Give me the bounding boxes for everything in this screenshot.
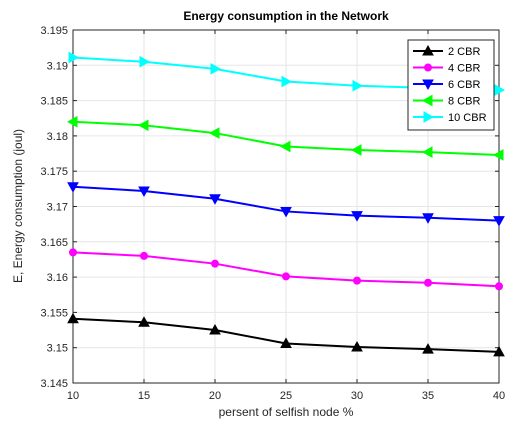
legend-item-10-cbr: 10 CBR — [413, 111, 487, 124]
data-point-8-cbr — [137, 119, 149, 132]
x-tick-label: 40 — [493, 390, 505, 402]
data-point-10-cbr — [494, 84, 506, 96]
x-tick-label: 35 — [422, 390, 434, 402]
legend-label-4-cbr: 4 CBR — [448, 63, 480, 75]
legend-marker-6-cbr — [422, 79, 434, 91]
y-tick-label: 3.17 — [47, 202, 68, 214]
x-tick-label: 15 — [138, 390, 150, 402]
series-4-cbr — [69, 248, 503, 291]
y-axis-label: E, Energy consumption (joul) — [11, 129, 25, 283]
data-point-8-cbr — [208, 127, 220, 139]
y-tick-label: 3.185 — [40, 96, 68, 108]
data-point-6-cbr — [138, 186, 150, 197]
data-point-2-cbr — [209, 324, 221, 335]
legend-label-10-cbr: 10 CBR — [448, 112, 487, 124]
data-point-2-cbr — [351, 340, 363, 352]
data-point-10-cbr — [210, 62, 222, 75]
legend-marker-4-cbr — [424, 63, 432, 72]
x-tick-label: 20 — [209, 390, 221, 402]
data-point-4-cbr — [424, 278, 432, 287]
data-point-10-cbr — [139, 55, 151, 68]
y-tick-labels: 3.145 3.15 3.155 3.16 3.165 3.17 3.175 3.18 3.18… — [40, 25, 68, 390]
y-tick-label: 3.175 — [40, 166, 68, 178]
data-point-4-cbr — [282, 272, 290, 281]
y-tick-label: 3.165 — [40, 237, 68, 249]
data-point-6-cbr — [67, 182, 79, 193]
data-point-6-cbr — [209, 194, 221, 205]
y-tick-label: 3.18 — [47, 131, 68, 143]
legend-item-8-cbr: 8 CBR — [413, 94, 480, 108]
series-layer — [66, 51, 506, 357]
y-tick-label: 3.16 — [47, 272, 68, 284]
x-axis-label: persent of selfish node % — [219, 405, 354, 419]
data-point-8-cbr — [279, 140, 291, 153]
data-point-6-cbr — [422, 213, 434, 224]
y-tick-label: 3.145 — [40, 378, 68, 390]
data-point-2-cbr — [493, 345, 505, 357]
data-point-10-cbr — [281, 75, 293, 88]
data-point-6-cbr — [493, 216, 505, 227]
legend-marker-10-cbr — [423, 111, 435, 123]
legend-label-2-cbr: 2 CBR — [448, 46, 480, 58]
y-tick-label: 3.15 — [47, 343, 68, 355]
chart-title: Energy consumption in the Network — [183, 9, 389, 23]
data-point-2-cbr — [280, 337, 292, 348]
legend-marker-2-cbr — [422, 44, 434, 56]
data-point-2-cbr — [138, 316, 150, 327]
legend-label-8-cbr: 8 CBR — [448, 96, 480, 108]
data-point-8-cbr — [66, 115, 78, 128]
y-tick-label: 3.195 — [40, 25, 68, 37]
data-point-8-cbr — [350, 144, 362, 156]
y-tick-label: 3.19 — [47, 60, 68, 72]
data-point-2-cbr — [67, 312, 79, 324]
data-point-4-cbr — [495, 282, 503, 291]
data-point-8-cbr — [421, 146, 433, 158]
data-point-6-cbr — [351, 211, 363, 222]
x-tick-label: 25 — [280, 390, 292, 402]
legend-item-2-cbr: 2 CBR — [413, 44, 480, 58]
x-tick-label: 10 — [67, 390, 79, 402]
data-point-2-cbr — [422, 343, 434, 354]
series-2-cbr — [67, 312, 505, 357]
x-tick-labels: 10 15 20 25 30 35 40 — [67, 390, 505, 402]
data-point-4-cbr — [140, 251, 148, 260]
data-point-4-cbr — [353, 276, 361, 285]
data-point-6-cbr — [280, 206, 292, 218]
data-point-10-cbr — [352, 79, 364, 92]
data-point-4-cbr — [211, 259, 219, 268]
legend-marker-8-cbr — [421, 94, 433, 107]
legend-item-4-cbr: 4 CBR — [413, 63, 480, 75]
y-tick-label: 3.155 — [40, 307, 68, 319]
data-point-8-cbr — [492, 149, 504, 161]
series-8-cbr — [66, 115, 504, 161]
tick-marks — [72, 29, 500, 384]
legend-label-6-cbr: 6 CBR — [448, 79, 480, 91]
x-tick-label: 30 — [351, 390, 363, 402]
data-point-10-cbr — [68, 51, 80, 64]
series-6-cbr — [67, 182, 505, 227]
legend: 2 CBR 4 CBR 6 CBR 8 CBR 10 CBR — [407, 39, 495, 131]
legend-item-6-cbr: 6 CBR — [413, 79, 480, 91]
data-point-4-cbr — [69, 248, 77, 257]
